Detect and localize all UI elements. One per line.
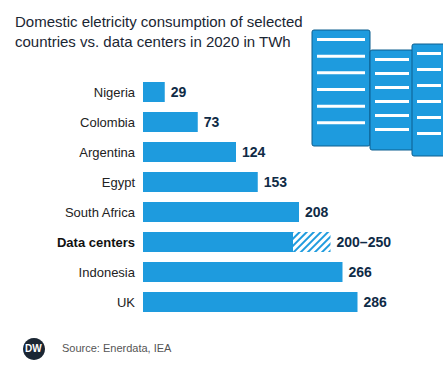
svg-text:73: 73 xyxy=(204,114,220,130)
svg-text:153: 153 xyxy=(264,174,288,190)
svg-text:DW: DW xyxy=(25,343,42,354)
svg-text:200–250: 200–250 xyxy=(337,234,392,250)
svg-text:countries vs. data centers in: countries vs. data centers in 2020 in TW… xyxy=(15,33,291,50)
svg-text:124: 124 xyxy=(242,144,266,160)
svg-text:Domestic eletricity consumptio: Domestic eletricity consumption of selec… xyxy=(15,13,307,30)
svg-text:29: 29 xyxy=(171,84,187,100)
svg-text:South Africa: South Africa xyxy=(65,205,136,220)
svg-text:286: 286 xyxy=(364,294,388,310)
svg-text:266: 266 xyxy=(349,264,373,280)
svg-text:Data centers: Data centers xyxy=(57,235,135,250)
svg-text:Nigeria: Nigeria xyxy=(94,85,136,100)
svg-text:Egypt: Egypt xyxy=(102,175,136,190)
svg-text:Argentina: Argentina xyxy=(79,145,135,160)
svg-text:Indonesia: Indonesia xyxy=(79,265,136,280)
svg-text:Colombia: Colombia xyxy=(80,115,136,130)
svg-text:UK: UK xyxy=(117,295,135,310)
svg-text:208: 208 xyxy=(305,204,329,220)
svg-text:Source: Enerdata, IEA: Source: Enerdata, IEA xyxy=(62,342,172,354)
